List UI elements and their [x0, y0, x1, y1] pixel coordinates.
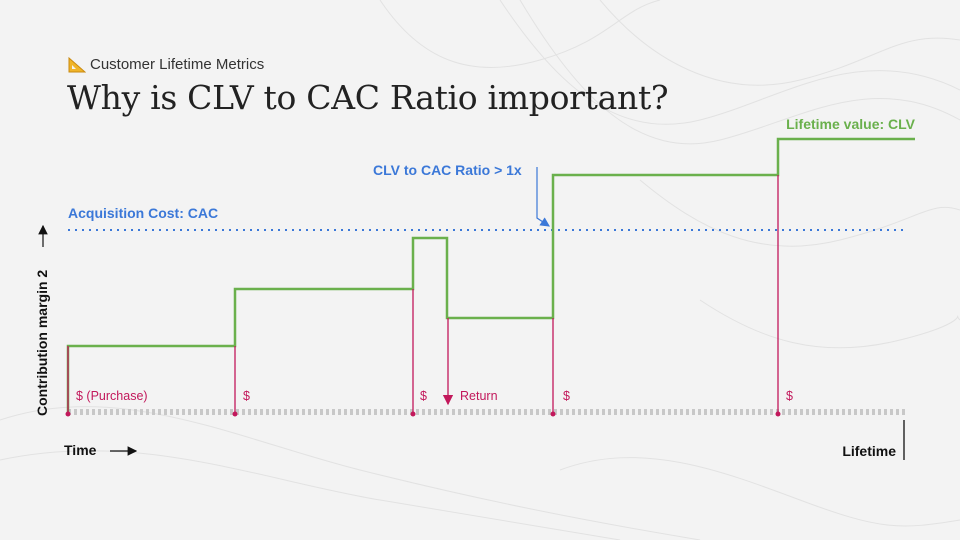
event-1: $ (Purchase): [65, 346, 148, 417]
clv-step-line: [66, 137, 915, 412]
event-2: $: [232, 346, 250, 417]
subtitle: Customer Lifetime Metrics: [68, 56, 264, 73]
event-return: Return: [442, 318, 498, 406]
x-axis-label: Time: [64, 442, 97, 458]
ratio-label: CLV to CAC Ratio > 1x: [373, 162, 522, 178]
y-axis-label: Contribution margin 2: [34, 270, 50, 416]
event-label: $: [243, 389, 250, 403]
event-label: $: [420, 389, 427, 403]
lifetime-label: Lifetime: [842, 443, 896, 459]
cac-label: Acquisition Cost: CAC: [68, 205, 218, 221]
event-label: Return: [460, 389, 498, 403]
subtitle-text: Customer Lifetime Metrics: [90, 56, 265, 73]
event-3: $: [410, 289, 427, 417]
event-label: $ (Purchase): [76, 389, 148, 403]
event-label: $: [786, 389, 793, 403]
event-6: $: [775, 175, 793, 417]
triangular-ruler-icon: [68, 56, 86, 72]
ratio-arrow: [536, 167, 550, 227]
page-title: Why is CLV to CAC Ratio important?: [67, 78, 669, 117]
clv-label: Lifetime value: CLV: [786, 116, 916, 132]
event-label: $: [563, 389, 570, 403]
event-5: $: [550, 318, 570, 417]
